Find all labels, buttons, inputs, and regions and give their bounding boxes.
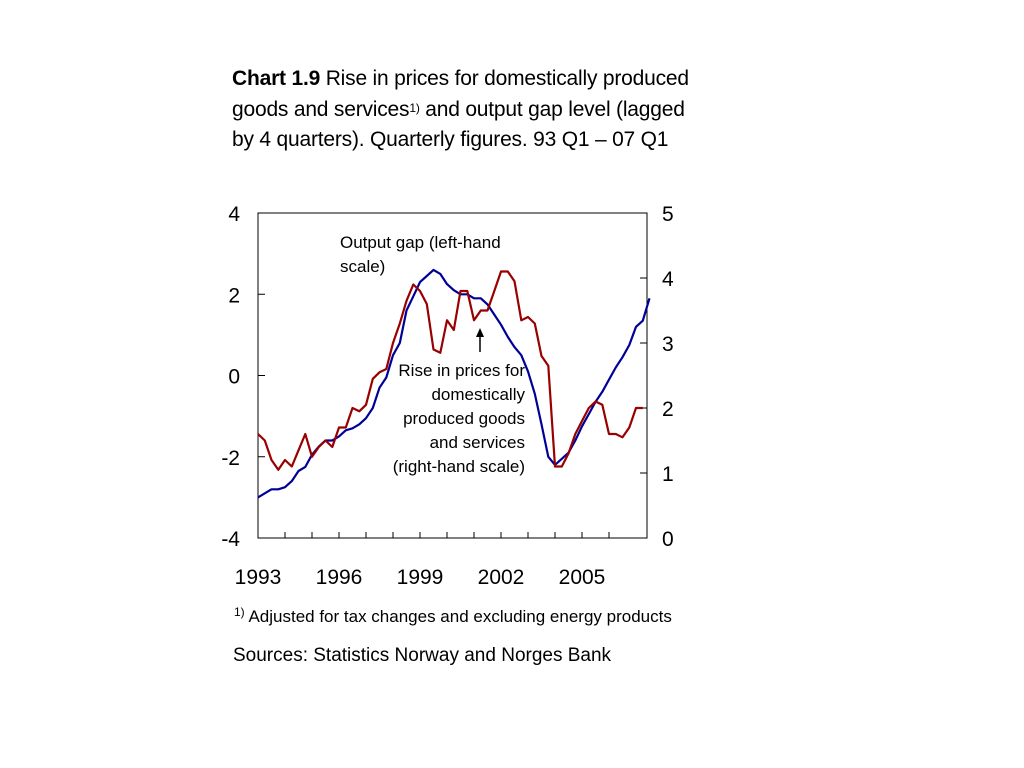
left-tick-label: -2	[221, 447, 240, 470]
chart-number: Chart 1.9	[232, 67, 321, 90]
sources: Sources: Statistics Norway and Norges Ba…	[233, 645, 612, 666]
annotation-price-rise: (right-hand scale)	[393, 457, 525, 476]
right-tick-label: 0	[662, 528, 674, 551]
line-chart: -4 -2 0 2 4 0 1 2 3 4 5 1993 1996 1999 2002 2005 Output …	[221, 203, 674, 589]
left-tick-label: 2	[228, 284, 240, 307]
right-tick-label: 3	[662, 333, 674, 356]
x-tick-label: 1993	[235, 566, 282, 589]
right-tick-label: 5	[662, 203, 674, 226]
title-rest: and output gap level (lagged by 4 quarte…	[232, 97, 685, 152]
footnote-mark: 1)	[234, 605, 245, 619]
footnote: 1) Adjusted for tax changes and excludin…	[234, 605, 672, 627]
title-footnote-mark: 1)	[409, 100, 420, 115]
footnote-text: Adjusted for tax changes and excluding e…	[244, 607, 672, 626]
x-tick-label: 2002	[478, 566, 525, 589]
right-tick-label: 1	[662, 463, 674, 486]
left-tick-label: -4	[221, 528, 240, 551]
right-tick-label: 4	[662, 268, 674, 291]
x-tick-label: 1996	[316, 566, 363, 589]
annotation-price-rise: and services	[430, 433, 525, 452]
annotation-output-gap: Output gap (left-hand	[340, 233, 501, 252]
annotation-arrowhead	[476, 328, 484, 337]
annotation-price-rise: domestically	[431, 385, 525, 404]
annotation-price-rise: Rise in prices for	[398, 361, 525, 380]
title-text: Rise in prices for domestically produced…	[232, 67, 689, 121]
x-tick-label: 1999	[397, 566, 444, 589]
x-tick-label: 2005	[559, 566, 606, 589]
right-tick-label: 2	[662, 398, 674, 421]
left-tick-label: 0	[228, 366, 240, 389]
price-rise-line	[257, 270, 643, 471]
chart-title: Chart 1.9 Rise in prices for domesticall…	[232, 64, 692, 156]
left-tick-label: 4	[228, 203, 240, 226]
annotation-output-gap: scale)	[340, 257, 385, 276]
annotation-price-rise: produced goods	[403, 409, 525, 428]
